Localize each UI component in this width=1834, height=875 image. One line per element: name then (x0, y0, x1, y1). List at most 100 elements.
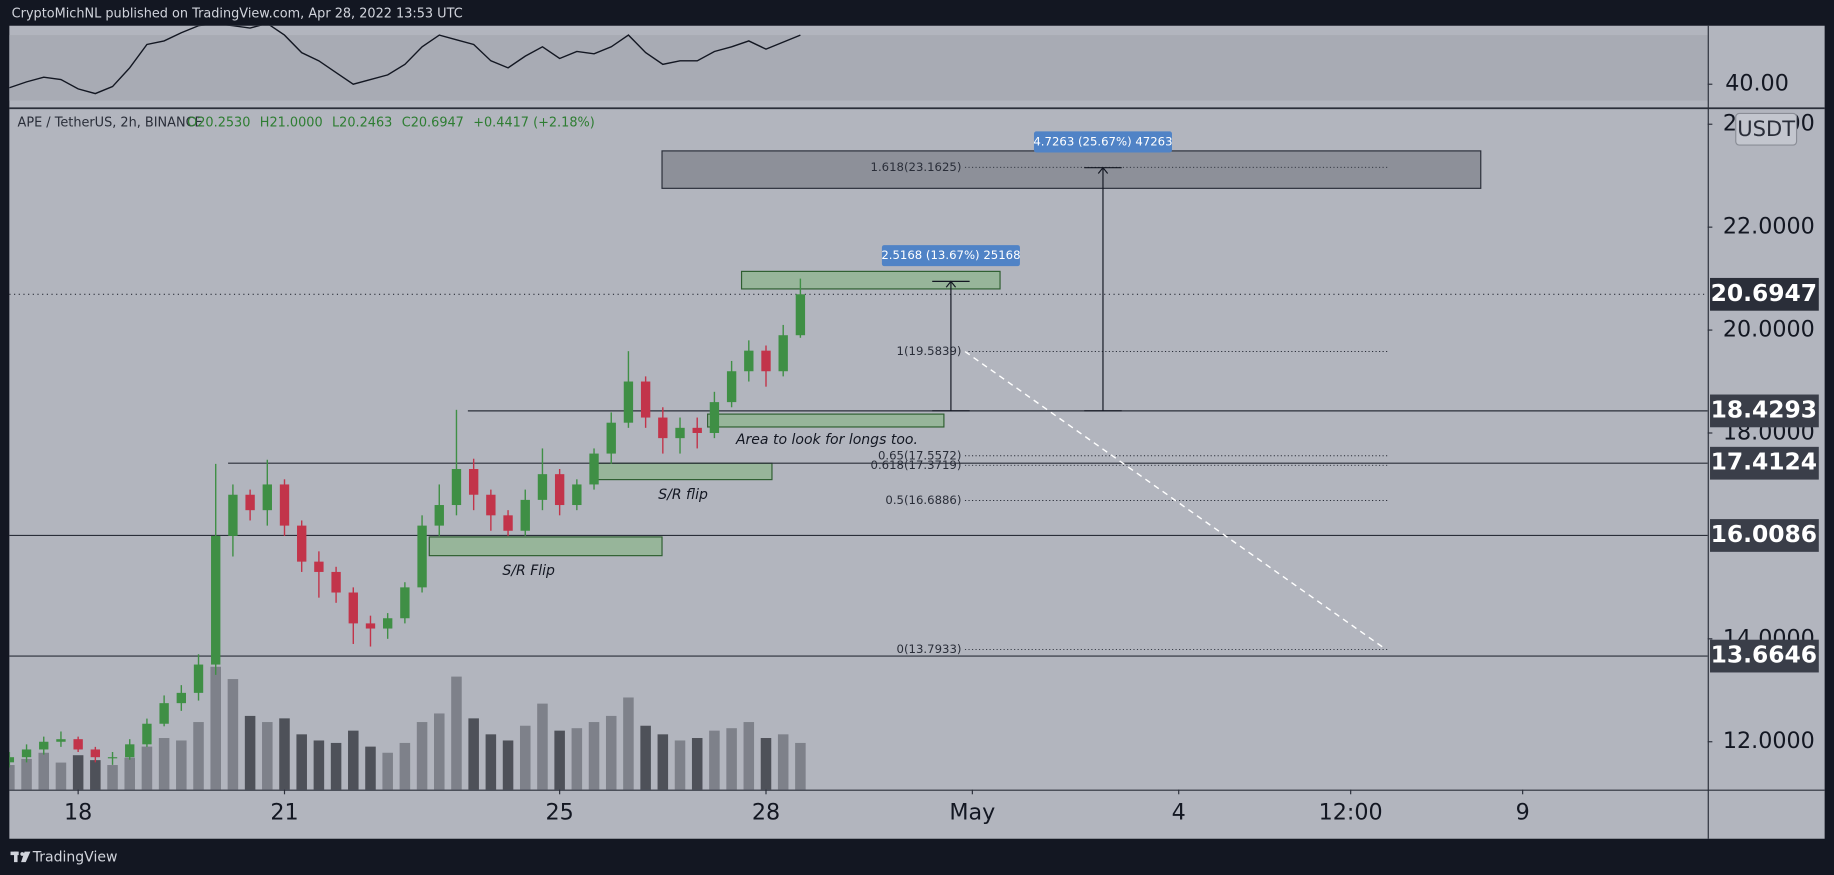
volume-bar (434, 713, 445, 790)
target-zone (661, 150, 1482, 189)
volume-bar (571, 728, 583, 790)
symbol: APE / TetherUS, 2h, BINANCE (18, 115, 203, 130)
projection-line (964, 350, 1387, 651)
candle-body (9, 757, 15, 763)
volume-bar (537, 703, 548, 790)
measure-label: 4.7263 (25.67%) 47263 (1033, 134, 1172, 148)
volume-bar (760, 738, 772, 790)
measure-label: 2.5168 (13.67%) 25168 (881, 248, 1020, 262)
fib-label: 0.618(17.3719) (871, 458, 962, 472)
candle-body (451, 469, 462, 506)
candle-body (778, 335, 788, 372)
candle-body (262, 484, 272, 511)
volume-bar (124, 757, 135, 790)
candle-body (658, 417, 668, 439)
volume-bar (107, 765, 118, 790)
volume-bar (193, 722, 204, 790)
level-label-box (1710, 639, 1819, 673)
fib-label: 0.65(17.5572) (878, 448, 961, 462)
y-tick-label: 12.0000 (1723, 728, 1815, 754)
candle-body (675, 427, 685, 439)
level-label: 17.4124 (1711, 448, 1817, 476)
candle-body (486, 494, 496, 516)
candle-body (90, 749, 101, 758)
volume-bar (623, 697, 634, 790)
volume-bar (468, 718, 479, 790)
candle-body (417, 525, 427, 588)
candle-body (314, 561, 324, 572)
brand: TradingView (32, 849, 118, 865)
resistance-zone (740, 270, 1001, 290)
volume-bar (605, 715, 617, 790)
legend-value: C20.6947 (402, 115, 464, 130)
candle-body (73, 739, 83, 750)
fib-label: 0(13.7933) (897, 642, 962, 656)
candle-body (279, 484, 290, 526)
x-tick-label: 25 (546, 800, 574, 826)
volume-bar (262, 722, 273, 790)
volume-bar (21, 758, 32, 790)
fib-label: 1(19.5839) (897, 344, 962, 358)
candle-body (39, 741, 49, 750)
candle-body (383, 618, 393, 629)
volume-bar (640, 725, 651, 790)
volume-bar (777, 734, 789, 790)
candle-body (297, 525, 307, 562)
y-tick-label: 20.0000 (1723, 317, 1815, 343)
candle-body (726, 371, 737, 403)
legend-value: +0.4417 (+2.18%) (473, 115, 595, 130)
measure-arrow (945, 280, 957, 288)
annotation: Area to look for longs too. (735, 432, 918, 448)
volume-bar (279, 718, 290, 790)
volume-bar (158, 738, 170, 790)
candle-body (744, 350, 754, 372)
currency-badge (1735, 112, 1798, 146)
x-tick-label: 18 (64, 800, 92, 826)
candle-body (21, 749, 32, 758)
volume-bar (210, 666, 221, 790)
volume-bar (330, 742, 342, 790)
volume-bar (416, 722, 428, 790)
ohlc-legend: O20.2530 H21.0000 L20.2463 C20.6947 +0.4417 … (187, 115, 595, 130)
volume-bar (743, 722, 755, 790)
candle-body (468, 469, 479, 495)
volume-bar (795, 742, 806, 790)
candle-body (142, 723, 152, 745)
measure-label-box (881, 245, 1020, 267)
legend-value: O20.2530 (187, 115, 250, 130)
candle-body (365, 623, 376, 629)
volume-bar (657, 734, 669, 790)
volume-bar (674, 740, 686, 790)
volume-bar (313, 740, 325, 790)
volume-bar (554, 730, 565, 790)
volume-bar (382, 752, 393, 790)
measure-label-box (1033, 131, 1172, 153)
candle-body (640, 381, 651, 418)
volume-bar (365, 746, 376, 790)
volume-bar (519, 725, 531, 790)
long-zone (707, 413, 945, 428)
volume-bar (176, 740, 187, 790)
candle-body (589, 453, 599, 485)
candle-body (159, 703, 169, 724)
candle-body (503, 515, 513, 531)
candle-body (537, 474, 548, 500)
level-label-box (1710, 446, 1819, 480)
candle-body (761, 350, 771, 372)
flip-zone (428, 536, 663, 557)
volume-bar (296, 734, 307, 790)
candle-body (572, 484, 582, 506)
candle-body (709, 402, 720, 433)
candle-body (554, 474, 565, 506)
last-price-label: 20.6947 (1711, 279, 1817, 307)
volume-bar (55, 762, 67, 790)
y-tick-label: 22.0000 (1723, 214, 1815, 240)
rsi-band (9, 35, 1708, 101)
candle-body (245, 494, 255, 511)
candle-body (107, 757, 118, 759)
x-tick-label: 28 (752, 800, 780, 826)
candle-body (623, 381, 634, 423)
x-tick-label: 21 (270, 800, 298, 826)
